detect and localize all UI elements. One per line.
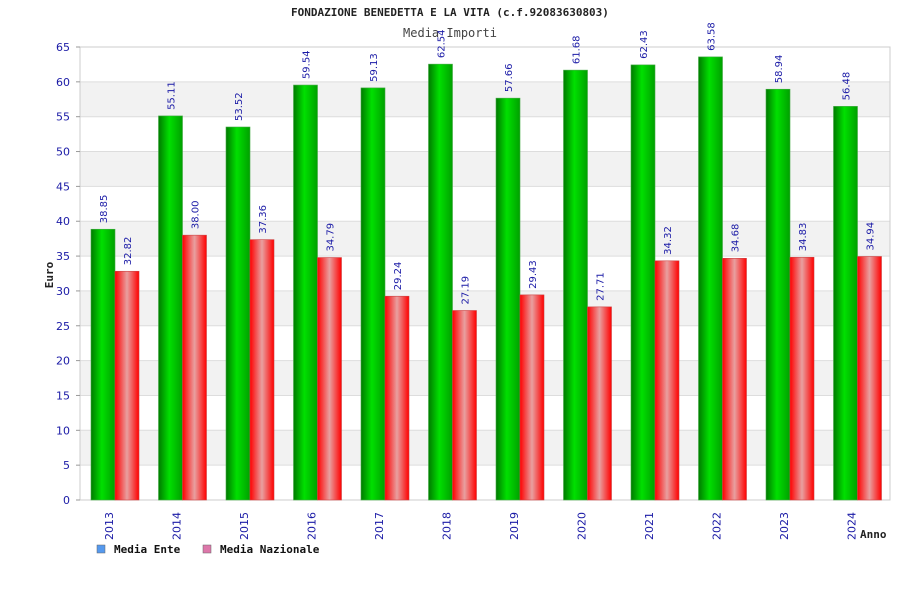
data-label: 29.24 xyxy=(393,262,404,291)
legend: Media Ente Media Nazionale xyxy=(96,543,320,556)
x-tick-label: 2020 xyxy=(575,512,588,540)
data-label: 62.54 xyxy=(437,30,448,59)
data-label: 61.68 xyxy=(572,35,583,64)
bar-media-ente-2024 xyxy=(833,106,858,501)
x-tick-label: 2021 xyxy=(643,512,656,540)
y-tick-label: 40 xyxy=(56,215,70,228)
y-tick-label: 45 xyxy=(56,180,70,193)
x-tick-label: 2014 xyxy=(170,512,183,540)
x-tick-label: 2018 xyxy=(440,512,453,540)
legend-swatch-media-nazionale xyxy=(202,544,212,554)
x-tick-label: 2015 xyxy=(238,512,251,540)
y-tick-label: 20 xyxy=(56,355,70,368)
y-axis-label: Euro xyxy=(43,261,56,288)
data-label: 62.43 xyxy=(639,30,650,59)
grid-band xyxy=(80,290,890,326)
data-label: 34.83 xyxy=(798,223,809,252)
data-label: 38.00 xyxy=(191,201,202,230)
y-tick-label: 25 xyxy=(56,320,70,333)
bar-media-ente-2014 xyxy=(158,115,183,501)
bar-media-ente-2017 xyxy=(360,87,386,501)
data-label: 32.82 xyxy=(123,237,134,266)
y-tick-label: 5 xyxy=(63,459,70,472)
data-label: 59.13 xyxy=(369,53,380,82)
data-label: 58.94 xyxy=(774,55,785,84)
bar-media-ente-2015 xyxy=(225,126,251,501)
plot-background xyxy=(79,46,891,501)
y-tick-label: 35 xyxy=(56,250,70,263)
y-tick-label: 50 xyxy=(56,146,70,159)
bar-media-nazionale-2014 xyxy=(182,234,207,501)
data-label: 27.71 xyxy=(596,272,607,301)
data-label: 29.43 xyxy=(528,260,539,289)
bar-media-nazionale-2024 xyxy=(857,256,882,501)
plot-border xyxy=(79,46,891,501)
data-label: 57.66 xyxy=(504,64,515,93)
bar-media-nazionale-2022 xyxy=(722,258,747,501)
data-label: 38.85 xyxy=(99,195,110,224)
bar-media-nazionale-2021 xyxy=(654,260,680,501)
bar-media-nazionale-2015 xyxy=(249,239,275,501)
data-label: 27.19 xyxy=(461,276,472,305)
legend-label-media-nazionale: Media Nazionale xyxy=(220,543,320,556)
bar-media-nazionale-2019 xyxy=(519,294,545,501)
bar-media-nazionale-2017 xyxy=(384,295,410,501)
bar-media-ente-2018 xyxy=(428,63,453,501)
x-axis: 2013 2014 2015 2016 2017 2018 2019 2020 2021 2022… xyxy=(103,512,859,540)
data-label: 63.58 xyxy=(707,22,718,51)
data-label: 56.48 xyxy=(842,72,853,101)
x-axis-label: Anno xyxy=(860,528,887,541)
y-tick-label: 10 xyxy=(56,424,70,437)
y-tick-label: 0 xyxy=(63,494,70,507)
y-tick-label: 30 xyxy=(56,285,70,298)
bar-media-ente-2013 xyxy=(90,228,116,501)
data-label: 55.11 xyxy=(167,81,178,110)
legend-label-media-ente: Media Ente xyxy=(114,543,181,556)
bar-media-nazionale-2016 xyxy=(317,257,342,501)
data-label: 34.32 xyxy=(663,226,674,255)
data-label: 53.52 xyxy=(234,92,245,121)
bar-media-nazionale-2018 xyxy=(452,310,477,501)
data-label: 37.36 xyxy=(258,205,269,234)
bar-media-ente-2021 xyxy=(630,64,656,501)
y-axis: 0 5 10 15 20 25 30 35 40 45 50 55 60 65 xyxy=(56,41,80,507)
x-tick-label: 2022 xyxy=(710,512,723,540)
bar-media-ente-2016 xyxy=(293,84,318,501)
x-tick-label: 2016 xyxy=(305,512,318,540)
grid-band xyxy=(80,430,890,466)
chart-title: FONDAZIONE BENEDETTA E LA VITA (c.f.9208… xyxy=(291,6,609,19)
grid-band xyxy=(80,360,890,396)
data-label: 34.79 xyxy=(326,223,337,252)
y-tick-label: 60 xyxy=(56,76,70,89)
x-tick-label: 2013 xyxy=(103,512,116,540)
chart-subtitle: Media Importi xyxy=(403,26,497,40)
data-label: 34.68 xyxy=(731,224,742,253)
bar-media-ente-2019 xyxy=(495,97,521,501)
grid-band xyxy=(80,221,890,257)
data-label: 59.54 xyxy=(302,50,313,79)
x-tick-label: 2019 xyxy=(508,512,521,540)
x-tick-label: 2017 xyxy=(373,512,386,540)
y-tick-label: 65 xyxy=(56,41,70,54)
legend-swatch-media-ente xyxy=(96,544,106,554)
bar-media-nazionale-2020 xyxy=(587,306,612,501)
data-label: 34.94 xyxy=(866,222,877,251)
x-tick-label: 2023 xyxy=(778,512,791,540)
bar-media-ente-2023 xyxy=(765,88,791,501)
bar-media-nazionale-2013 xyxy=(114,270,140,501)
bars: 38.85 55.11 53.52 59.54 59.13 62.54 57.66 61.68… xyxy=(90,22,882,501)
bar-media-ente-2020 xyxy=(563,69,588,501)
y-tick-label: 15 xyxy=(56,389,70,402)
x-tick-label: 2024 xyxy=(845,512,858,540)
y-tick-label: 55 xyxy=(56,111,70,124)
grid-band xyxy=(80,81,890,117)
grid-band xyxy=(80,151,890,187)
bar-media-ente-2022 xyxy=(698,56,723,501)
bar-media-nazionale-2023 xyxy=(789,256,815,501)
plot-area xyxy=(80,47,890,500)
